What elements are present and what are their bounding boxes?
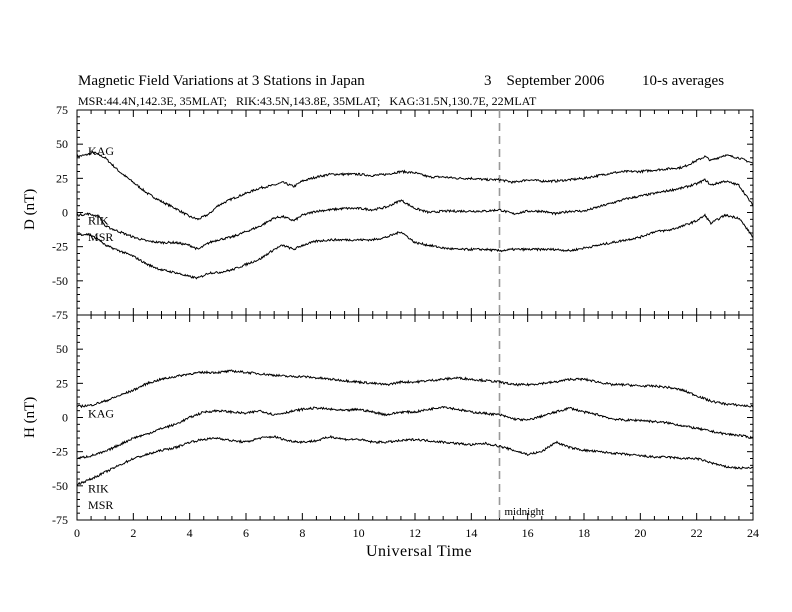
series-label-kag: KAG bbox=[88, 406, 114, 420]
y-tick-label: -75 bbox=[52, 308, 68, 322]
y-tick-label: -50 bbox=[52, 274, 68, 288]
x-tick-label: 18 bbox=[578, 526, 590, 540]
midnight-label: midnight bbox=[505, 506, 545, 518]
series-label-kag: KAG bbox=[88, 144, 114, 158]
x-tick-label: 0 bbox=[74, 526, 80, 540]
chart-date: 3 September 2006 bbox=[484, 73, 605, 89]
series-line-rik bbox=[76, 178, 754, 251]
x-tick-label: 22 bbox=[691, 526, 703, 540]
averaging-label: 10-s averages bbox=[642, 73, 725, 89]
panel-frame-h bbox=[76, 314, 754, 521]
y-tick-label: 25 bbox=[56, 376, 68, 390]
x-tick-label: 8 bbox=[299, 526, 305, 540]
y-tick-label: -25 bbox=[52, 240, 68, 254]
x-tick-label: 16 bbox=[522, 526, 534, 540]
x-tick-label: 20 bbox=[634, 526, 646, 540]
x-axis-label: Universal Time bbox=[366, 543, 473, 560]
series-label-rik: RIK bbox=[88, 482, 109, 496]
x-tick-label: 6 bbox=[243, 526, 249, 540]
x-tick-label: 10 bbox=[353, 526, 365, 540]
x-tick-label: 24 bbox=[747, 526, 759, 540]
series-label-msr: MSR bbox=[88, 230, 113, 244]
y-tick-label: 0 bbox=[62, 411, 68, 425]
y-tick-label: 50 bbox=[56, 342, 68, 356]
series-label-rik: RIK bbox=[88, 214, 109, 228]
chart-title: Magnetic Field Variations at 3 Stations … bbox=[78, 73, 365, 89]
panel-frame-d bbox=[76, 109, 754, 316]
y-tick-label: 75 bbox=[56, 103, 68, 117]
y-tick-label: -75 bbox=[52, 513, 68, 527]
series-line-rik bbox=[76, 405, 754, 460]
series-line-msr bbox=[76, 213, 754, 280]
x-tick-label: 14 bbox=[465, 526, 477, 540]
y-tick-label: 25 bbox=[56, 171, 68, 185]
x-tick-label: 2 bbox=[130, 526, 136, 540]
station-coordinates: MSR:44.4N,142.3E, 35MLAT; RIK:43.5N,143.… bbox=[78, 94, 537, 108]
series-line-kag bbox=[76, 369, 754, 409]
y-tick-label: 50 bbox=[56, 137, 68, 151]
series-line-kag bbox=[76, 151, 754, 221]
y-tick-label: 0 bbox=[62, 206, 68, 220]
series-label-msr: MSR bbox=[88, 498, 113, 512]
series-line-msr bbox=[76, 434, 754, 486]
y-tick-label: -50 bbox=[52, 479, 68, 493]
y-tick-label: -25 bbox=[52, 445, 68, 459]
x-tick-label: 4 bbox=[187, 526, 193, 540]
x-tick-label: 12 bbox=[409, 526, 421, 540]
